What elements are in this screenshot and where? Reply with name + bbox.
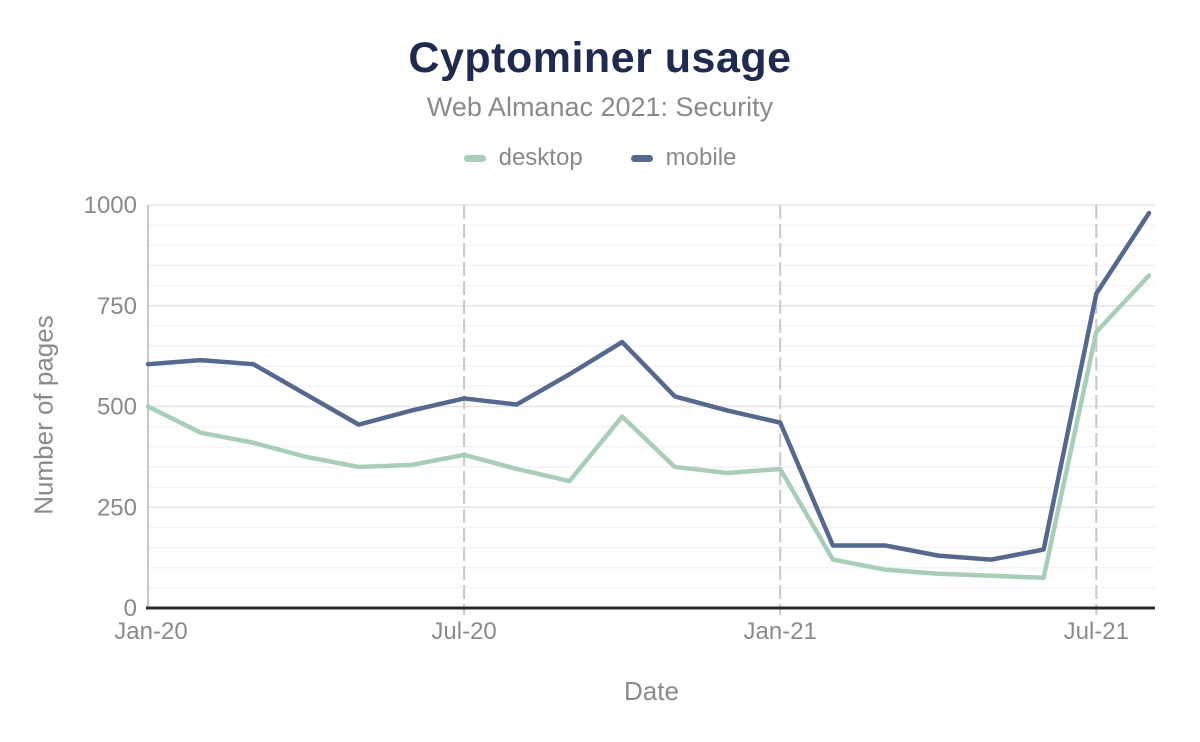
chart-title: Cyptominer usage xyxy=(408,34,792,82)
y-tick-label-0: 0 xyxy=(124,595,137,622)
chart-subtitle: Web Almanac 2021: Security xyxy=(426,92,774,122)
x-tick-label-jan-21: Jan-21 xyxy=(744,618,817,645)
x-tick-label-jul-20: Jul-20 xyxy=(431,618,496,645)
x-axis-title: Date xyxy=(624,676,679,706)
legend-label-desktop: desktop xyxy=(498,144,583,171)
series-line-desktop xyxy=(145,273,1152,581)
y-tick-label-500: 500 xyxy=(97,394,137,421)
x-tick-label-jan-20: Jan-20 xyxy=(114,618,187,645)
y-tick-label-250: 250 xyxy=(97,494,137,521)
legend-item-mobile: mobile xyxy=(630,144,737,172)
y-axis-title: Number of pages xyxy=(28,315,59,515)
legend-item-desktop: desktop xyxy=(463,144,583,172)
y-tick-label-750: 750 xyxy=(97,293,137,320)
desktop-series-swatch xyxy=(463,154,486,162)
series-line-mobile xyxy=(145,210,1152,562)
y-tick-label-1000: 1000 xyxy=(84,192,137,219)
mobile-series-swatch xyxy=(630,154,653,162)
legend: desktop mobile xyxy=(0,144,1200,172)
x-tick-label-jul-21: Jul-21 xyxy=(1064,618,1129,645)
legend-label-mobile: mobile xyxy=(665,144,737,171)
